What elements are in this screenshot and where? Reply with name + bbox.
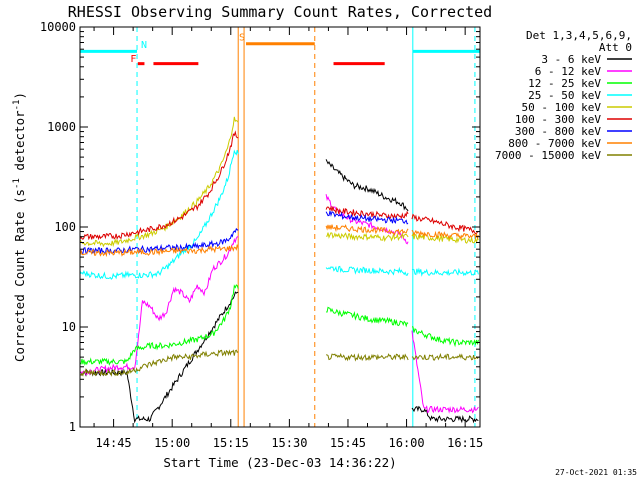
legend-entry-4: 50 - 100 keV <box>522 101 602 114</box>
x-tick-label-6: 16:15 <box>447 436 483 450</box>
legend-entry-8: 7000 - 15000 keV <box>495 149 601 162</box>
series-line-7 <box>79 224 479 258</box>
series-line-2 <box>79 284 479 366</box>
x-tick-label-4: 15:45 <box>330 436 366 450</box>
plot-area: NF S <box>79 27 480 427</box>
series-line-6 <box>79 210 409 256</box>
series-line-4 <box>79 116 479 248</box>
legend-entry-0: 3 - 6 keV <box>541 53 601 66</box>
series-line-8 <box>79 349 479 377</box>
timestamp: 27-Oct-2021 01:35 <box>555 468 637 477</box>
legend-entry-1: 6 - 12 keV <box>535 65 602 78</box>
y-axis-label-mid: detector <box>12 110 27 178</box>
x-tick-label-3: 15:30 <box>271 436 307 450</box>
state-label-n: N <box>141 40 147 51</box>
legend-entry-7: 800 - 7000 keV <box>508 137 601 150</box>
y-tick-label-4: 10000 <box>40 20 76 34</box>
x-axis-label: Start Time (23-Dec-03 14:36:22) <box>163 455 396 470</box>
series-line-5 <box>79 130 479 241</box>
axes: 14:45 15:00 15:15 15:30 15:45 16:00 16:15 1 10 10… <box>40 20 483 450</box>
series-line-3 <box>79 149 479 280</box>
y-axis-label: Corrected Count Rate (s-1 detector-1) <box>12 92 27 362</box>
y-axis-label-sup-2: -1 <box>12 100 22 111</box>
y-axis-label-sup-1: -1 <box>12 178 22 189</box>
y-tick-label-1: 10 <box>62 320 76 334</box>
y-tick-label-0: 1 <box>69 420 76 434</box>
chart-title: RHESSI Observing Summary Count Rates, Co… <box>68 3 492 21</box>
x-tick-label-2: 15:15 <box>213 436 249 450</box>
y-tick-label-3: 1000 <box>47 120 76 134</box>
legend-entry-3: 25 - 50 keV <box>528 89 601 102</box>
x-tick-label-0: 14:45 <box>96 436 132 450</box>
legend-entry-2: 12 - 25 keV <box>528 77 601 90</box>
x-tick-label-5: 16:00 <box>389 436 425 450</box>
y-axis-label-end: ) <box>12 92 27 100</box>
x-tick-label-1: 15:00 <box>154 436 190 450</box>
legend-entry-5: 100 - 300 keV <box>515 113 601 126</box>
state-label-s: S <box>239 33 245 44</box>
y-axis-label-main: Corrected Count Rate (s <box>12 189 27 362</box>
legend-header-1: Att 0 <box>599 41 632 54</box>
legend-header-0: Det 1,3,4,5,6,9, <box>526 29 632 42</box>
legend-entry-6: 300 - 800 keV <box>515 125 601 138</box>
state-label-f: F <box>130 54 136 65</box>
y-tick-label-2: 100 <box>54 220 76 234</box>
